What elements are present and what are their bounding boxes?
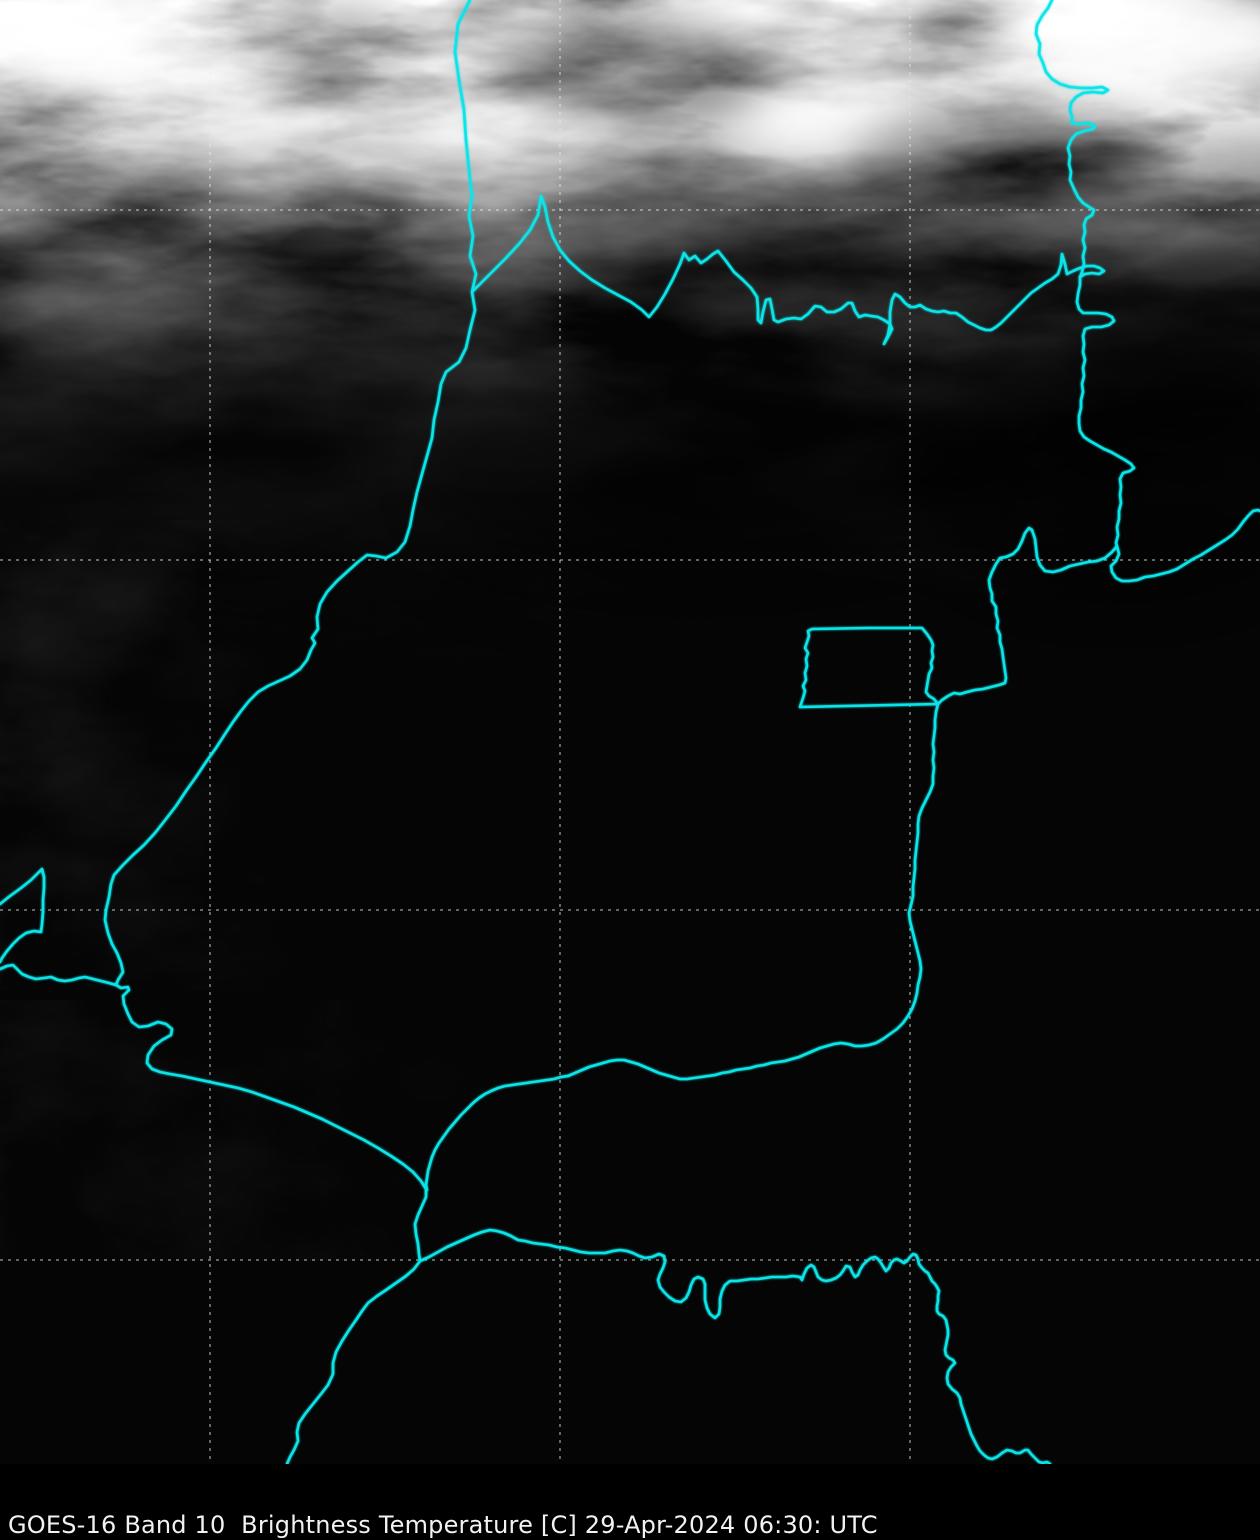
west-edge-border-upper bbox=[0, 867, 46, 964]
southern-border-east bbox=[418, 1228, 1052, 1464]
caption-text: GOES-16 Band 10 Brightness Temperature [… bbox=[8, 1511, 878, 1539]
cloud-layer bbox=[0, 0, 1260, 1464]
state-boundaries bbox=[0, 0, 1260, 1464]
eastern-state-border bbox=[424, 0, 1136, 1192]
sensor-grain bbox=[0, 0, 1260, 1464]
northern-state-border bbox=[471, 194, 1106, 346]
caption-bar: GOES-16 Band 10 Brightness Temperature [… bbox=[0, 1464, 1260, 1540]
southeast-border-branch bbox=[1109, 508, 1260, 583]
western-state-border bbox=[103, 0, 478, 1464]
latlon-grid bbox=[0, 0, 1260, 1464]
satellite-map bbox=[0, 0, 1260, 1464]
distrito-federal-boundary bbox=[798, 626, 940, 709]
west-edge-border-lower bbox=[0, 963, 118, 987]
